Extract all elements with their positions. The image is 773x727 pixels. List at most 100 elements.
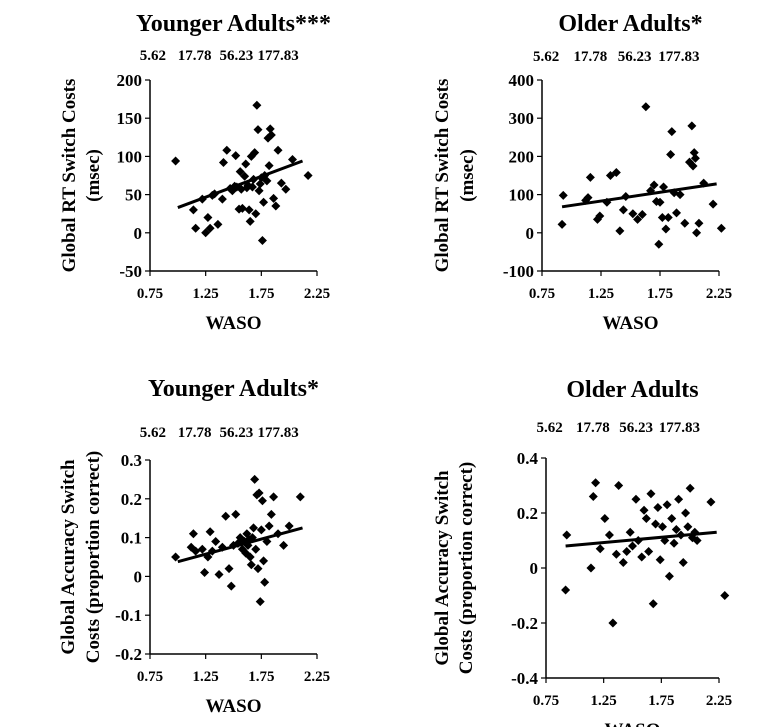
- y-tick-label: 0.1: [121, 529, 142, 548]
- y-tick-label: 300: [509, 109, 535, 128]
- data-point: [692, 228, 702, 238]
- data-point: [266, 130, 276, 140]
- x-tick-label: 2.25: [706, 286, 732, 302]
- data-point: [240, 171, 250, 181]
- data-point: [688, 161, 698, 171]
- data-point: [264, 521, 274, 531]
- data-point: [618, 558, 628, 567]
- data-point: [716, 223, 726, 233]
- y-tick-label: -0.1: [115, 606, 142, 625]
- data-point: [250, 148, 260, 158]
- data-point: [249, 523, 259, 533]
- data-point: [191, 546, 201, 556]
- y-tick-label: 0: [530, 559, 539, 578]
- data-point: [217, 194, 227, 204]
- data-point: [646, 489, 656, 499]
- data-point: [667, 514, 677, 523]
- x-tick-label: 2.25: [304, 669, 330, 685]
- x-tick-label: 1.25: [588, 286, 614, 302]
- data-point: [611, 167, 621, 177]
- data-point: [595, 544, 605, 554]
- data-point: [639, 505, 649, 515]
- top-tick-label: 177.83: [258, 48, 299, 64]
- y-tick-label: -50: [119, 262, 142, 281]
- top-tick-label: 5.62: [533, 49, 559, 65]
- data-point: [678, 558, 688, 567]
- top-tick-label: 56.23: [220, 48, 254, 64]
- data-point: [672, 208, 682, 218]
- data-point: [654, 239, 664, 249]
- data-point: [604, 530, 614, 540]
- data-point: [188, 205, 198, 215]
- data-point: [557, 219, 567, 229]
- top-tick-label: 177.83: [658, 49, 699, 65]
- data-point: [651, 519, 661, 529]
- x-tick-label: 2.25: [304, 286, 330, 302]
- top-tick-label: 5.62: [140, 425, 166, 441]
- data-point: [667, 127, 677, 137]
- data-point: [653, 503, 663, 512]
- data-point: [259, 197, 269, 207]
- y-tick-label: 0.3: [121, 451, 142, 470]
- trend-line: [561, 182, 717, 209]
- data-point: [241, 159, 251, 169]
- data-point: [203, 213, 213, 223]
- data-point: [666, 149, 676, 159]
- data-point: [558, 190, 568, 200]
- data-point: [295, 492, 305, 502]
- data-point: [279, 540, 289, 550]
- data-point: [246, 560, 256, 570]
- x-axis-label: WASO: [206, 696, 262, 717]
- y-tick-label: 0.2: [517, 504, 538, 523]
- x-tick-label: 1.25: [193, 286, 219, 302]
- data-point: [245, 216, 255, 226]
- data-point: [586, 563, 596, 573]
- data-point: [244, 205, 254, 215]
- data-point: [171, 552, 181, 562]
- data-point: [600, 514, 610, 523]
- data-point: [622, 547, 632, 556]
- data-point: [689, 148, 699, 158]
- data-point: [641, 102, 651, 112]
- data-point: [657, 213, 667, 223]
- y-tick-label: 100: [117, 147, 143, 166]
- data-point: [562, 530, 572, 540]
- data-point: [611, 549, 621, 559]
- top-tick-label: 56.23: [619, 420, 653, 436]
- y-tick-label: -0.4: [511, 669, 538, 688]
- data-point: [694, 218, 704, 228]
- data-point: [692, 536, 702, 545]
- x-tick-label: 1.75: [248, 286, 274, 302]
- top-tick-label: 5.62: [140, 48, 166, 64]
- chart-title: Younger Adults*: [148, 376, 319, 402]
- data-point: [250, 474, 260, 484]
- data-point: [222, 145, 232, 155]
- x-tick-label: 1.25: [591, 693, 617, 709]
- data-point: [661, 224, 671, 234]
- x-tick-label: 0.75: [529, 286, 555, 302]
- data-point: [226, 581, 236, 591]
- data-point: [690, 153, 700, 163]
- data-point: [663, 213, 673, 223]
- y-axis-label: Global RT Switch Costs: [432, 79, 453, 273]
- data-point: [681, 508, 691, 518]
- data-point: [614, 481, 624, 490]
- data-point: [631, 494, 641, 504]
- data-point: [259, 556, 269, 566]
- top-tick-label: 5.62: [537, 420, 563, 436]
- data-point: [269, 492, 279, 502]
- data-point: [625, 527, 635, 537]
- x-tick-label: 0.75: [137, 286, 163, 302]
- data-point: [685, 483, 695, 493]
- data-point: [561, 585, 571, 595]
- top-tick-label: 17.78: [576, 420, 610, 436]
- data-point: [205, 223, 215, 233]
- chart-title: Older Adults*: [558, 11, 702, 37]
- x-tick-label: 1.75: [647, 286, 673, 302]
- scatter-chart-3: Younger Adults* 5.62 17.78 56.23 177.83 -0.2 -…: [58, 376, 330, 717]
- data-point: [200, 568, 210, 578]
- x-tick-label: 0.75: [137, 669, 163, 685]
- data-point: [303, 171, 313, 180]
- y-tick-label: 0.4: [517, 449, 539, 468]
- y-tick-label: -0.2: [115, 645, 142, 664]
